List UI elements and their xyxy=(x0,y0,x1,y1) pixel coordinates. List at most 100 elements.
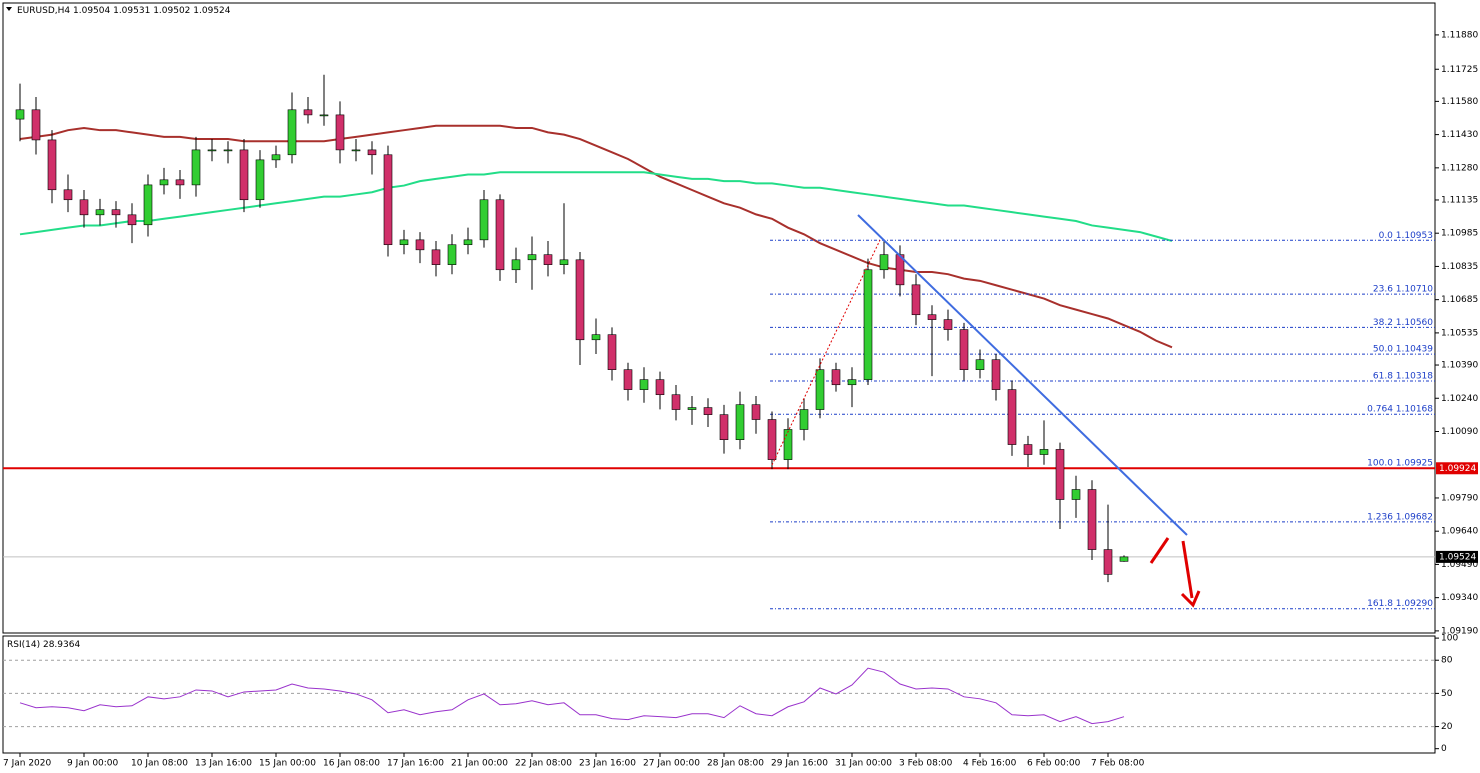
rsi-title: RSI(14) xyxy=(7,640,40,650)
candle-body xyxy=(479,199,489,241)
candle-body xyxy=(751,404,761,420)
candle-body xyxy=(911,284,921,316)
candle-body xyxy=(127,214,137,226)
candle-body xyxy=(415,239,425,251)
x-tick-label: 17 Jan 16:00 xyxy=(387,759,444,769)
candle-body xyxy=(399,239,409,246)
support-label: 1.09924 xyxy=(1439,464,1476,474)
candle-body xyxy=(719,414,729,440)
x-tick-label: 7 Feb 08:00 xyxy=(1091,759,1145,769)
candle-body xyxy=(239,149,249,201)
y-tick-label: 1.10090 xyxy=(1441,427,1478,437)
y-tick-label: 20 xyxy=(1441,722,1453,732)
x-tick-label: 15 Jan 00:00 xyxy=(259,759,316,769)
candle-body xyxy=(943,319,953,330)
y-tick-label: 1.11580 xyxy=(1441,97,1478,107)
x-tick-label: 9 Jan 00:00 xyxy=(67,759,119,769)
y-tick-label: 1.09490 xyxy=(1441,560,1478,570)
x-tick-label: 3 Feb 08:00 xyxy=(899,759,953,769)
candle-body xyxy=(223,149,233,152)
x-tick-label: 7 Jan 2020 xyxy=(3,759,51,769)
candle-body xyxy=(655,379,665,396)
candle-body xyxy=(575,259,585,341)
support-label-box xyxy=(1436,462,1478,475)
x-tick-label: 27 Jan 00:00 xyxy=(643,759,700,769)
candle-body xyxy=(255,159,265,201)
y-tick-label: 1.10390 xyxy=(1441,361,1478,371)
candle-body xyxy=(79,199,89,216)
candle-body xyxy=(687,407,697,410)
fib-label: 161.8 1.09290 xyxy=(1367,599,1433,609)
open-quote: 1.09504 xyxy=(73,6,110,16)
x-tick-label: 23 Jan 16:00 xyxy=(579,759,636,769)
candle-body xyxy=(191,149,201,186)
candle-body xyxy=(703,407,713,415)
y-tick-label: 1.11430 xyxy=(1441,130,1478,140)
candle-body xyxy=(31,109,41,141)
price-panel xyxy=(2,2,1436,634)
y-tick-label: 1.11280 xyxy=(1441,163,1478,173)
y-tick-label: 1.10985 xyxy=(1441,229,1478,239)
candle-body xyxy=(607,334,617,370)
y-tick-label: 1.10535 xyxy=(1441,328,1478,338)
fib-label: 100.0 1.09925 xyxy=(1367,459,1433,469)
y-tick-label: 1.11135 xyxy=(1441,195,1478,205)
candle-body xyxy=(335,114,345,151)
candle-body xyxy=(111,209,121,216)
candle-body xyxy=(783,429,793,460)
y-tick-label: 1.10240 xyxy=(1441,394,1478,404)
candle-body xyxy=(95,209,105,216)
y-tick-label: 1.10835 xyxy=(1441,262,1478,272)
candle-body xyxy=(463,239,473,246)
price-label-box xyxy=(1436,550,1478,563)
candle-body xyxy=(767,419,777,460)
fib-label: 61.8 1.10318 xyxy=(1373,371,1433,381)
y-tick-label: 1.09190 xyxy=(1441,626,1478,636)
y-tick-label: 1.09790 xyxy=(1441,493,1478,503)
fib-label: 38.2 1.10560 xyxy=(1373,318,1433,328)
fib-label: 0.0 1.10953 xyxy=(1379,231,1433,241)
candle-body xyxy=(47,139,57,191)
candle-body xyxy=(447,244,457,265)
x-tick-label: 29 Jan 16:00 xyxy=(771,759,828,769)
candle-body xyxy=(863,269,873,380)
candle-body xyxy=(975,359,985,370)
candle-body xyxy=(559,259,569,265)
x-tick-label: 6 Feb 00:00 xyxy=(1027,759,1081,769)
candle-body xyxy=(591,334,601,341)
candle-body xyxy=(1055,449,1065,500)
candle-body xyxy=(495,199,505,271)
candle-body xyxy=(671,394,681,410)
x-tick-label: 16 Jan 08:00 xyxy=(323,759,380,769)
fib-label: 0.764 1.10168 xyxy=(1367,405,1433,415)
candle-body xyxy=(815,369,825,410)
y-tick-label: 1.11725 xyxy=(1441,65,1478,75)
candle-body xyxy=(367,149,377,156)
candle-body xyxy=(1119,556,1129,562)
candle-body xyxy=(879,254,889,271)
rsi-value: 28.9364 xyxy=(43,640,80,650)
candle-body xyxy=(735,404,745,440)
candle-body xyxy=(303,109,313,116)
plot-layer: 1.11880 1.11725 1.11580 1.11430 1.11280 1.111… xyxy=(3,30,1478,769)
close-quote: 1.09524 xyxy=(193,6,230,16)
symbol: EURUSD,H4 xyxy=(17,6,70,16)
menu-arrow xyxy=(6,7,12,11)
low-quote: 1.09502 xyxy=(153,6,190,16)
y-tick-label: 50 xyxy=(1441,689,1453,699)
y-tick-label: 1.10685 xyxy=(1441,295,1478,305)
candle-body xyxy=(207,149,217,152)
candle-body xyxy=(927,314,937,320)
fib-label: 1.236 1.09682 xyxy=(1367,512,1433,522)
candle-body xyxy=(543,254,553,265)
x-tick-label: 21 Jan 00:00 xyxy=(451,759,508,769)
candle-body xyxy=(143,184,153,226)
x-tick-label: 31 Jan 00:00 xyxy=(835,759,892,769)
fib-label: 50.0 1.10439 xyxy=(1373,345,1433,355)
arrow-head xyxy=(1180,590,1201,608)
x-tick-label: 13 Jan 16:00 xyxy=(195,759,252,769)
x-tick-label: 4 Feb 16:00 xyxy=(963,759,1017,769)
moving-average xyxy=(19,171,1173,242)
candle-body xyxy=(351,149,361,152)
